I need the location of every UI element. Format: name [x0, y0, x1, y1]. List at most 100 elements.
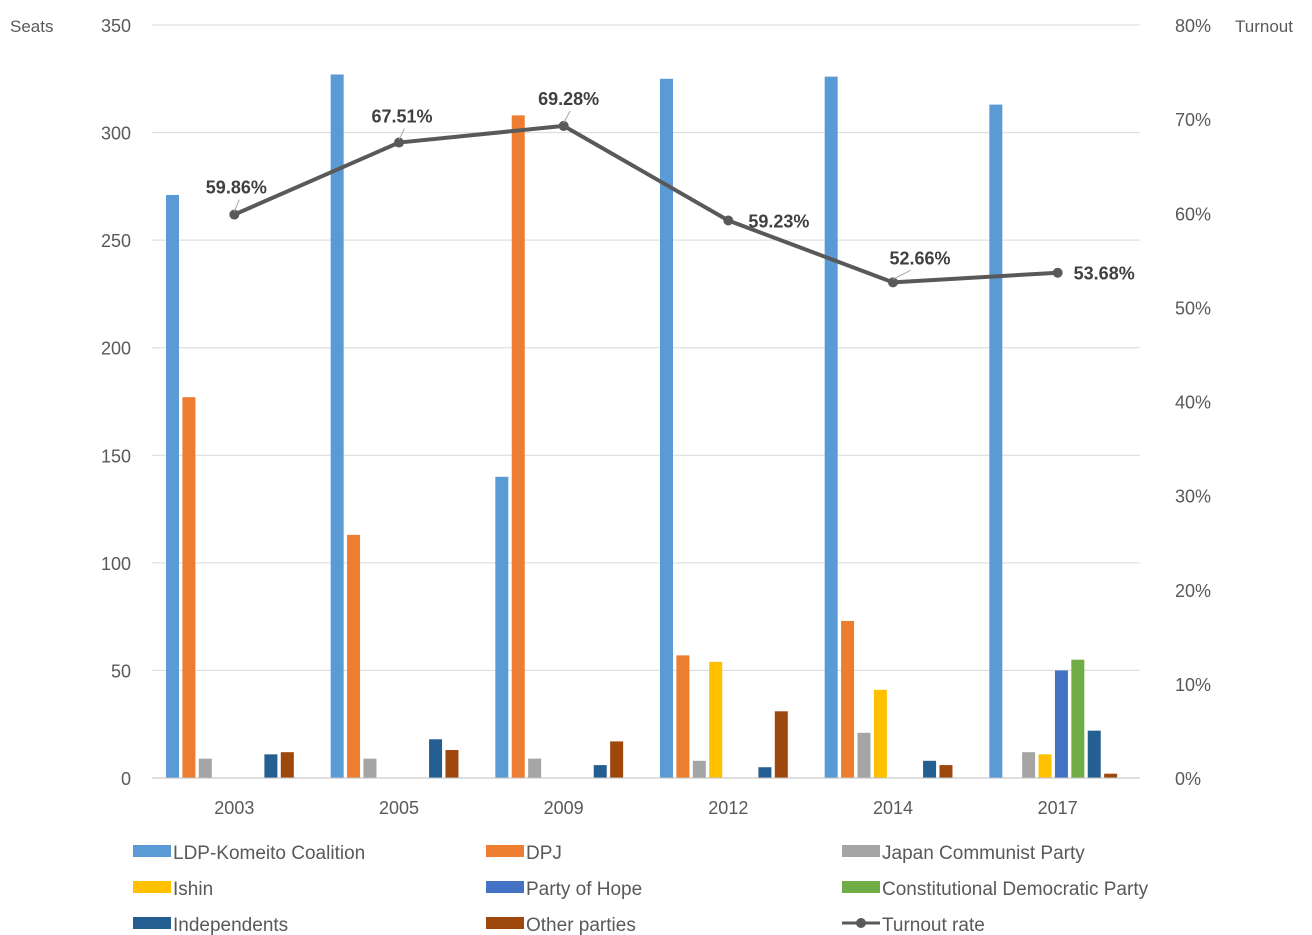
legend-swatch: [486, 917, 524, 929]
label-leader: [233, 199, 240, 212]
bar: [939, 765, 953, 778]
right-tick-label: 50%: [1175, 298, 1211, 318]
turnout-data-label: 59.23%: [748, 211, 809, 231]
right-tick-label: 80%: [1175, 16, 1211, 36]
bar: [280, 752, 294, 778]
left-tick-label: 350: [101, 16, 131, 36]
legend-swatch: [486, 881, 524, 893]
bar: [923, 760, 937, 778]
bar: [610, 741, 624, 778]
bar: [824, 76, 838, 779]
x-tick-label: 2014: [873, 798, 913, 818]
turnout-point: [1052, 267, 1063, 278]
bar: [182, 397, 196, 778]
right-tick-label: 60%: [1175, 204, 1211, 224]
left-tick-label: 150: [101, 446, 131, 466]
turnout-point: [394, 137, 404, 148]
legend: LDP-Komeito Coalition DPJ Japan Communist …: [133, 843, 1149, 935]
bar: [1022, 752, 1036, 778]
right-axis-title: Turnout: [1235, 17, 1293, 36]
right-tick-label: 20%: [1175, 581, 1211, 601]
turnout-point: [229, 209, 240, 220]
bar: [363, 758, 377, 778]
right-axis-ticks: 0% 10% 20% 30% 40% 50% 60% 70% 80%: [1175, 16, 1211, 789]
left-tick-label: 250: [101, 231, 131, 251]
legend-label: Constitutional Democratic Party: [882, 879, 1149, 900]
left-axis-title: Seats: [10, 17, 53, 36]
left-tick-label: 300: [101, 124, 131, 144]
turnout-data-label: 67.51%: [371, 107, 432, 127]
label-leader: [892, 269, 911, 280]
bar: [1038, 754, 1052, 778]
turnout-data-label: 53.68%: [1074, 264, 1135, 284]
x-tick-label: 2012: [708, 798, 748, 818]
x-tick-label: 2005: [379, 798, 419, 818]
turnout-point: [723, 215, 734, 226]
bar: [989, 104, 1003, 779]
legend-swatch: [133, 845, 171, 857]
bar: [857, 732, 871, 778]
bar: [1071, 659, 1085, 778]
right-tick-label: 10%: [1175, 675, 1211, 695]
bar: [692, 760, 706, 778]
turnout-line-group: 59.86% 67.51% 69.28% 59.23% 52.66% 53.68%: [206, 89, 1135, 288]
bar: [429, 739, 443, 778]
right-tick-label: 0%: [1175, 769, 1201, 789]
turnout-point: [888, 277, 898, 288]
legend-label: LDP-Komeito Coalition: [173, 843, 365, 864]
turnout-line: [233, 123, 1058, 285]
bar: [774, 711, 788, 778]
left-tick-label: 50: [111, 661, 131, 681]
bar-series-group: [166, 74, 1118, 779]
x-tick-label: 2009: [544, 798, 584, 818]
legend-swatch: [133, 917, 171, 929]
left-axis-ticks: 0 50 100 150 200 250 300 350: [101, 16, 131, 789]
legend-swatch: [133, 881, 171, 893]
left-tick-label: 200: [101, 339, 131, 359]
legend-label: Turnout rate: [882, 915, 985, 935]
legend-label: Independents: [173, 915, 288, 935]
bar: [511, 115, 525, 779]
legend-swatch: [486, 845, 524, 857]
bar: [1104, 773, 1118, 778]
turnout-point: [558, 120, 569, 131]
x-axis-ticks: 2003 2005 2009 2012 2014 2017: [214, 798, 1077, 818]
bar: [709, 661, 723, 778]
right-tick-label: 40%: [1175, 393, 1211, 413]
legend-swatch: [842, 845, 880, 857]
bar: [841, 620, 855, 778]
bar: [445, 750, 459, 778]
bar: [660, 78, 673, 779]
right-tick-label: 30%: [1175, 487, 1211, 507]
bar: [758, 767, 772, 778]
left-tick-label: 100: [101, 554, 131, 574]
legend-label: Other parties: [526, 915, 636, 935]
bar: [330, 74, 344, 779]
bar: [528, 758, 542, 778]
bar: [198, 758, 212, 778]
right-tick-label: 70%: [1175, 110, 1211, 130]
legend-label: Party of Hope: [526, 879, 642, 900]
label-leader: [398, 128, 405, 140]
legend-label: Japan Communist Party: [882, 843, 1085, 864]
bar: [593, 765, 607, 778]
legend-label: DPJ: [526, 843, 562, 864]
bar: [676, 655, 690, 778]
turnout-data-label: 59.86%: [206, 178, 267, 198]
bar: [873, 689, 887, 778]
x-tick-label: 2003: [214, 798, 254, 818]
turnout-data-label: 52.66%: [889, 248, 950, 268]
bar: [264, 754, 278, 778]
bar: [166, 194, 179, 778]
label-leader: [563, 110, 571, 124]
bar: [1054, 670, 1068, 778]
bar: [495, 476, 509, 778]
legend-swatch: [842, 881, 880, 893]
bar: [347, 534, 361, 778]
bar: [1087, 730, 1101, 778]
left-tick-label: 0: [121, 769, 131, 789]
x-tick-label: 2017: [1038, 798, 1078, 818]
legend-swatch-marker: [856, 918, 866, 928]
turnout-data-label: 69.28%: [538, 89, 599, 109]
